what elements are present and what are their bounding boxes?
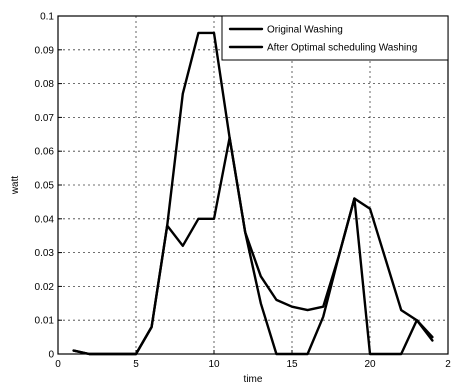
legend-label-after-optimal-scheduling-washing: After Optimal scheduling Washing (267, 43, 417, 54)
x-tick-label: 5 (133, 359, 139, 370)
series-line-after-optimal-scheduling-washing (72, 136, 434, 356)
y-tick-label: 0.09 (35, 45, 55, 56)
y-axis-ticks: 0 0.01 0.02 0.03 0.04 0.05 0.06 0.07 0.08 0.09 0.1 (35, 12, 62, 361)
y-tick-label: 0.05 (35, 181, 55, 192)
x-axis-label: time (244, 374, 263, 385)
y-tick-label: 0.1 (40, 12, 54, 23)
y-tick-label: 0 (48, 350, 54, 361)
x-tick-label: 10 (208, 359, 220, 370)
x-axis-ticks: 0 5 10 15 20 2 (55, 350, 451, 370)
y-axis-label: watt (10, 176, 21, 196)
y-tick-label: 0.06 (35, 147, 55, 158)
y-tick-label: 0.07 (35, 113, 55, 124)
y-tick-label: 0.04 (35, 214, 55, 225)
y-tick-label: 0.01 (35, 316, 55, 327)
x-tick-label: 2 (445, 359, 451, 370)
grid (58, 16, 448, 354)
series-lines (72, 31, 434, 356)
x-tick-label: 0 (55, 359, 61, 370)
y-tick-label: 0.08 (35, 79, 55, 90)
legend-box (221, 15, 449, 61)
legend-label-original-washing: Original Washing (267, 25, 343, 36)
x-tick-label: 20 (364, 359, 376, 370)
x-tick-label: 15 (286, 359, 298, 370)
y-tick-label: 0.03 (35, 248, 55, 259)
legend: Original Washing After Optimal schedulin… (221, 15, 449, 61)
series-line-original-washing (72, 31, 434, 356)
y-tick-label: 0.02 (35, 282, 55, 293)
